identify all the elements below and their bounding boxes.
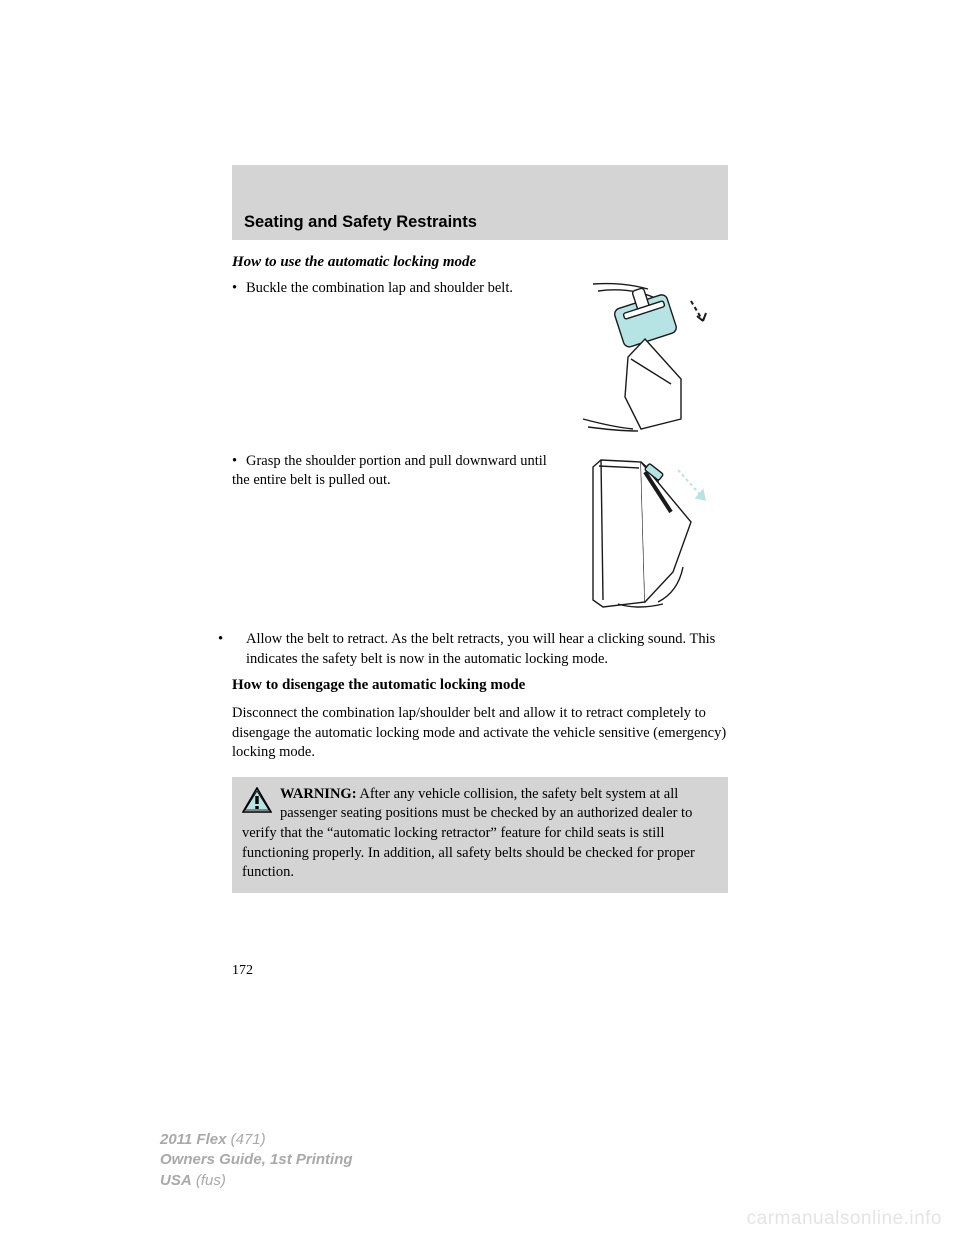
- step-3-text: Allow the belt to retract. As the belt r…: [246, 631, 715, 667]
- buckle-illustration: [563, 279, 728, 434]
- warning-triangle-icon: [242, 787, 272, 820]
- watermark-text: carmanualsonline.info: [747, 1208, 942, 1230]
- footer-region: USA: [160, 1172, 192, 1189]
- chapter-title: Seating and Safety Restraints: [244, 213, 716, 232]
- step-1-text: Buckle the combination lap and shoulder …: [246, 280, 513, 296]
- footer-model: 2011 Flex: [160, 1131, 226, 1148]
- warning-box: WARNING: After any vehicle collision, th…: [232, 777, 728, 893]
- step-row: •Buckle the combination lap and shoulder…: [232, 279, 728, 434]
- footer-region-code: (fus): [196, 1172, 226, 1189]
- bullet-icon: •: [232, 452, 246, 471]
- step-text: •Buckle the combination lap and shoulder…: [232, 279, 563, 298]
- footer-code: (471): [231, 1131, 266, 1148]
- page-number: 172: [232, 963, 728, 979]
- step-text: •Grasp the shoulder portion and pull dow…: [232, 452, 563, 490]
- footer-block: 2011 Flex (471) Owners Guide, 1st Printi…: [160, 1130, 353, 1191]
- warning-text: WARNING: After any vehicle collision, th…: [242, 786, 695, 880]
- disengage-body: Disconnect the combination lap/shoulder …: [232, 704, 728, 763]
- section-title-disengage: How to disengage the automatic locking m…: [232, 677, 728, 694]
- pull-belt-illustration: [563, 452, 728, 612]
- footer-line-3: USA (fus): [160, 1171, 353, 1191]
- step-row: •Allow the belt to retract. As the belt …: [232, 630, 728, 669]
- warning-label: WARNING:: [280, 786, 357, 802]
- step-2-text: Grasp the shoulder portion and pull down…: [232, 453, 547, 488]
- bullet-icon: •: [232, 279, 246, 298]
- footer-line-1: 2011 Flex (471): [160, 1130, 353, 1150]
- bullet-icon: •: [232, 630, 246, 650]
- manual-page: Seating and Safety Restraints How to use…: [232, 165, 728, 979]
- section-title-use: How to use the automatic locking mode: [232, 254, 728, 271]
- chapter-header: Seating and Safety Restraints: [232, 165, 728, 240]
- step-row: •Grasp the shoulder portion and pull dow…: [232, 452, 728, 612]
- footer-line-2: Owners Guide, 1st Printing: [160, 1150, 353, 1170]
